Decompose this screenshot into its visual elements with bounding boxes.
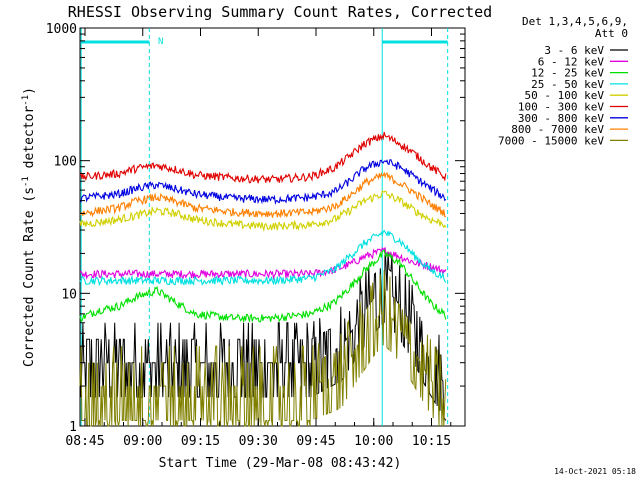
legend-header-line-2: Att 0 [595, 27, 628, 40]
x-tick-label-4: 09:45 [296, 434, 335, 449]
legend-label-5: 100 - 300 keV [518, 101, 604, 114]
axis-ticks: 08:45 09:00 09:15 09:30 09:45 10:00 10:15 1 10 10… [46, 22, 465, 449]
legend-label-7: 800 - 7000 keV [511, 123, 604, 136]
y-axis-label-main: Corrected Count Rate (s [22, 187, 37, 367]
series-layer [79, 131, 447, 427]
legend-label-3: 25 - 50 keV [531, 78, 604, 91]
y-tick-label-2: 100 [54, 155, 77, 170]
legend-label-8: 7000 - 15000 keV [498, 134, 604, 147]
x-tick-label-1: 09:00 [123, 434, 162, 449]
flag-label: N [158, 37, 163, 47]
y-axis-label: Corrected Count Rate (s-1 detector-1) [21, 87, 37, 367]
x-tick-label-0: 08:45 [65, 434, 104, 449]
x-tick-label-6: 10:15 [412, 434, 451, 449]
legend-header-line-1: Det 1,3,4,5,6,9, [522, 15, 628, 28]
x-tick-label-5: 10:00 [354, 434, 393, 449]
series-line-5 [79, 131, 447, 184]
x-tick-label-3: 09:30 [239, 434, 278, 449]
series-line-3 [79, 229, 447, 287]
legend-label-4: 50 - 100 keV [525, 89, 605, 102]
series-line-1 [79, 246, 447, 281]
y-axis-label-sup1: -1 [21, 176, 31, 187]
y-axis-label-sup2: -1 [21, 95, 31, 106]
y-tick-label-1: 10 [61, 287, 77, 302]
legend-label-2: 12 - 25 keV [531, 67, 604, 80]
footer-timestamp: 14-Oct-2021 05:18 [554, 467, 636, 476]
chart-title: RHESSI Observing Summary Count Rates, Co… [68, 3, 492, 21]
x-tick-label-2: 09:15 [181, 434, 220, 449]
series-line-6 [80, 159, 447, 205]
series-line-7 [79, 171, 446, 219]
x-axis-label: Start Time (29-Mar-08 08:43:42) [159, 456, 402, 471]
series-line-2 [79, 249, 447, 323]
legend-label-1: 6 - 12 keV [538, 55, 605, 68]
legend-label-0: 3 - 6 keV [544, 44, 604, 57]
series-line-8 [79, 269, 447, 427]
y-axis-label-end: ) [22, 87, 37, 95]
series-line-4 [79, 190, 447, 232]
y-tick-label-0: 1 [69, 420, 77, 435]
y-axis-label-mid: detector [22, 106, 37, 177]
legend-label-6: 300 - 800 keV [518, 112, 604, 125]
y-tick-label-3: 1000 [46, 22, 77, 37]
